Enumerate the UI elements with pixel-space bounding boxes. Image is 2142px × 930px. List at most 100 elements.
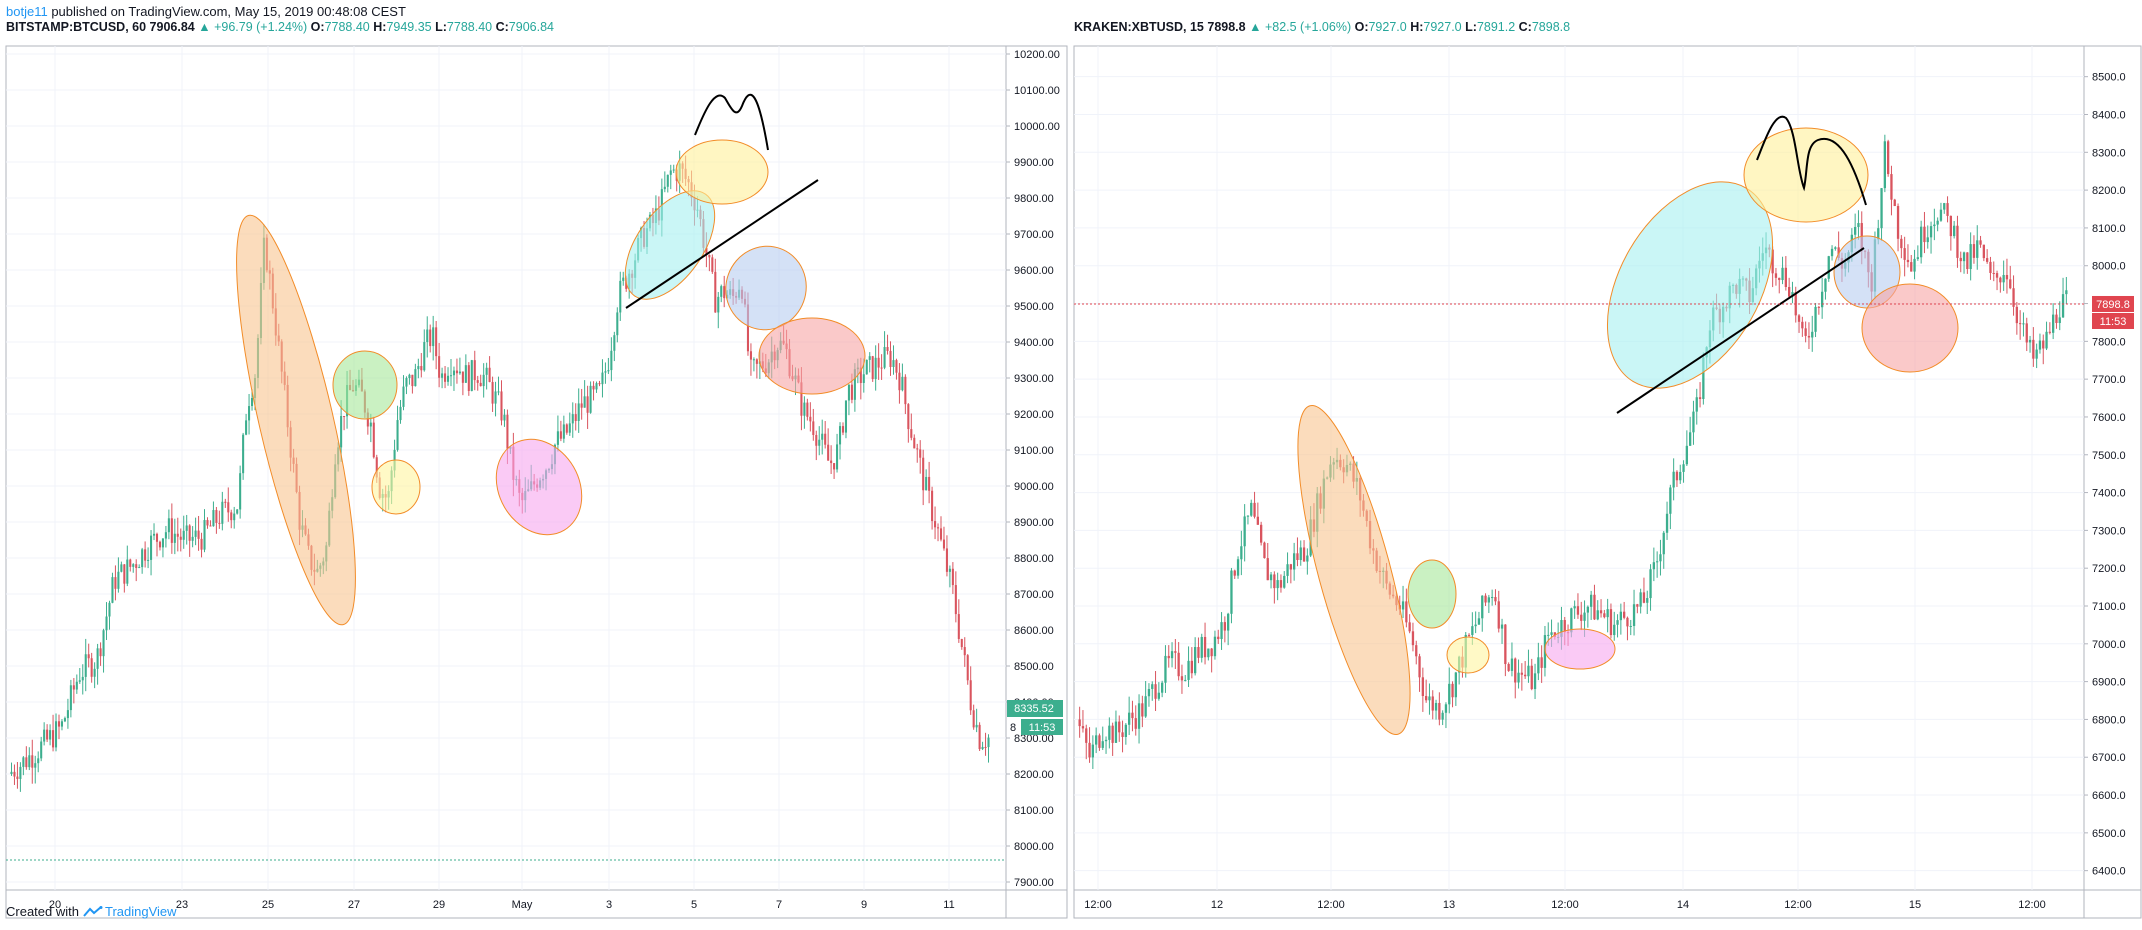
x-tick-label: 20 bbox=[49, 899, 61, 911]
candle-body bbox=[141, 549, 144, 568]
candle-body bbox=[1114, 721, 1118, 743]
candle-body bbox=[723, 286, 726, 299]
candle-body bbox=[2018, 323, 2022, 325]
candle-body bbox=[179, 536, 182, 540]
y-tick-label: 8000.00 bbox=[1014, 841, 1054, 853]
candle-body bbox=[1665, 513, 1669, 533]
candle-body bbox=[850, 384, 853, 400]
candle-body bbox=[1207, 648, 1210, 658]
candle-body bbox=[1250, 502, 1253, 516]
candle-body bbox=[485, 367, 488, 375]
candle-body bbox=[589, 385, 592, 413]
candle-body bbox=[2012, 288, 2015, 307]
candle-body bbox=[1801, 321, 1804, 329]
candle-body bbox=[1659, 554, 1662, 562]
candle-body bbox=[1616, 620, 1619, 625]
candle-body bbox=[176, 533, 179, 537]
candle-body bbox=[503, 414, 506, 421]
candle-body bbox=[1497, 601, 1500, 629]
candle-body bbox=[46, 729, 49, 740]
y-tick-label: 6700.0 bbox=[2092, 752, 2126, 764]
candle-body bbox=[1190, 660, 1194, 674]
left-symbol: BITSTAMP:BTCUSD, 60 bbox=[6, 20, 147, 34]
candle-body bbox=[429, 329, 432, 347]
published-line: botje11 published on TradingView.com, Ma… bbox=[6, 4, 406, 19]
candle-body bbox=[559, 431, 562, 439]
candle-body bbox=[1177, 652, 1180, 677]
candle-body bbox=[102, 630, 105, 657]
candle-body bbox=[467, 365, 470, 391]
candle-body bbox=[417, 366, 420, 370]
y-tick-label: 6600.0 bbox=[2092, 790, 2126, 802]
candle-body bbox=[1966, 252, 1969, 270]
y-tick-label: 6800.0 bbox=[2092, 714, 2126, 726]
candle-body bbox=[877, 357, 880, 368]
candle-body bbox=[556, 431, 559, 445]
candle-body bbox=[1669, 487, 1672, 514]
candle-body bbox=[2061, 294, 2065, 318]
candle-body bbox=[663, 186, 666, 190]
highlight-ellipse bbox=[236, 214, 356, 626]
candle-body bbox=[1193, 647, 1197, 674]
candle-body bbox=[1273, 574, 1276, 589]
candle-body bbox=[1576, 606, 1580, 615]
footer: Created with TradingView bbox=[6, 904, 177, 919]
trend-line bbox=[625, 179, 819, 309]
candle-body bbox=[853, 369, 856, 400]
candle-body bbox=[147, 559, 150, 561]
candle-body bbox=[1517, 672, 1520, 683]
candle-body bbox=[1200, 636, 1203, 658]
candle-body bbox=[1283, 575, 1286, 588]
x-tick-label: 12:00 bbox=[2018, 899, 2046, 911]
candle-body bbox=[936, 527, 940, 529]
candle-body bbox=[1160, 682, 1164, 693]
current-price-label: 7898.8 bbox=[2096, 299, 2130, 311]
candle-body bbox=[984, 746, 987, 748]
right-close: 7898.8 bbox=[1531, 20, 1571, 34]
candle-body bbox=[1471, 626, 1474, 636]
candle-body bbox=[405, 378, 408, 387]
candle-body bbox=[1226, 613, 1230, 631]
y-tick-label: 9500.00 bbox=[1014, 301, 1054, 313]
candle-body bbox=[455, 370, 458, 374]
candle-body bbox=[497, 391, 500, 393]
candle-body bbox=[13, 771, 16, 777]
candle-body bbox=[1091, 744, 1095, 758]
candle-body bbox=[1824, 278, 1827, 292]
y-tick-label: 7800.0 bbox=[2092, 336, 2126, 348]
candle-body bbox=[607, 370, 610, 372]
candle-body bbox=[1266, 558, 1269, 581]
trend-line bbox=[1616, 247, 1865, 414]
candle-body bbox=[1269, 574, 1273, 581]
head-shoulders-sketch bbox=[694, 93, 769, 151]
candle-body bbox=[1256, 516, 1260, 525]
candle-body bbox=[1547, 634, 1550, 636]
candle-body bbox=[1979, 240, 1982, 245]
candle-body bbox=[34, 763, 37, 768]
candle-body bbox=[1926, 237, 1929, 243]
candle-body bbox=[1995, 273, 1999, 278]
candle-body bbox=[230, 512, 233, 521]
highlight-ellipse bbox=[332, 350, 398, 420]
candle-body bbox=[1147, 688, 1151, 697]
candle-body bbox=[120, 564, 123, 572]
left-low: 7788.40 bbox=[446, 20, 493, 34]
y-tick-label: 9200.00 bbox=[1014, 409, 1054, 421]
candle-body bbox=[925, 476, 928, 491]
candle-body bbox=[1609, 609, 1613, 636]
candle-body bbox=[1434, 702, 1438, 711]
candle-body bbox=[135, 564, 138, 569]
candle-body bbox=[1550, 632, 1553, 635]
candle-body bbox=[598, 383, 601, 385]
tradingview-brand[interactable]: TradingView bbox=[83, 904, 177, 919]
candle-body bbox=[898, 372, 901, 391]
candle-body bbox=[1438, 702, 1441, 720]
candle-body bbox=[209, 525, 212, 527]
candle-body bbox=[167, 518, 170, 533]
author-link[interactable]: botje11 bbox=[6, 4, 48, 19]
candle-body bbox=[1530, 665, 1533, 690]
candle-body bbox=[96, 648, 99, 669]
x-tick-label: 9 bbox=[861, 899, 867, 911]
candle-body bbox=[1589, 594, 1593, 607]
